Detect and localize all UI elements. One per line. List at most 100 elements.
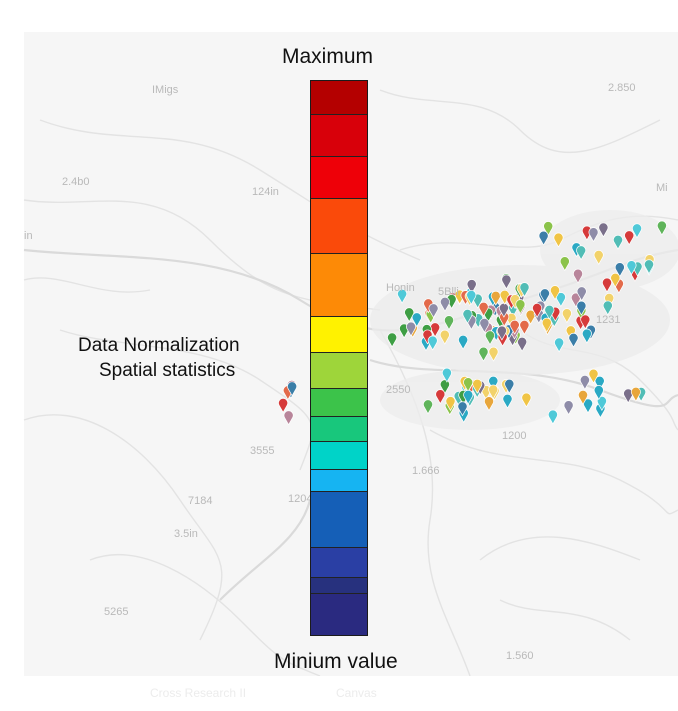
- map-marker[interactable]: [594, 375, 605, 391]
- map-marker[interactable]: [519, 320, 530, 336]
- map-marker[interactable]: [583, 398, 593, 414]
- map-marker[interactable]: [576, 245, 587, 261]
- legend-min-label: Minium value: [274, 650, 398, 673]
- map-label: 1.666: [412, 465, 440, 477]
- map-marker[interactable]: [644, 259, 654, 275]
- map-marker[interactable]: [466, 290, 477, 306]
- road-network: [23, 89, 678, 677]
- map-marker[interactable]: [387, 332, 398, 348]
- color-scale-segment: [311, 81, 367, 116]
- map-marker[interactable]: [478, 346, 489, 362]
- map-marker[interactable]: [463, 377, 474, 393]
- map-marker[interactable]: [632, 223, 642, 239]
- map-marker[interactable]: [570, 292, 581, 308]
- map-marker[interactable]: [581, 328, 592, 344]
- map-marker[interactable]: [573, 268, 583, 284]
- map-marker[interactable]: [466, 279, 477, 295]
- map-marker[interactable]: [521, 392, 532, 408]
- map-marker[interactable]: [457, 401, 468, 417]
- map-marker[interactable]: [496, 325, 507, 341]
- map-marker[interactable]: [462, 309, 473, 325]
- map-marker[interactable]: [602, 300, 613, 316]
- map-marker[interactable]: [411, 312, 422, 328]
- map-marker[interactable]: [445, 396, 456, 412]
- map-marker[interactable]: [532, 303, 543, 319]
- map-label: 3.5in: [174, 528, 198, 540]
- map-marker[interactable]: [593, 385, 604, 401]
- map-marker[interactable]: [630, 387, 641, 402]
- map-marker[interactable]: [519, 282, 530, 298]
- map-marker[interactable]: [613, 234, 623, 250]
- map-marker[interactable]: [504, 379, 515, 394]
- map-marker[interactable]: [555, 292, 566, 308]
- map-marker[interactable]: [488, 375, 499, 391]
- map-marker[interactable]: [488, 384, 499, 400]
- footer-ghost-text: Cross Research II: [150, 686, 247, 700]
- map-marker[interactable]: [602, 277, 612, 293]
- map-marker[interactable]: [278, 398, 289, 414]
- map-marker[interactable]: [568, 332, 579, 348]
- map-marker[interactable]: [578, 390, 588, 406]
- map-marker[interactable]: [406, 321, 416, 337]
- map-marker[interactable]: [559, 256, 570, 272]
- map-marker[interactable]: [610, 272, 621, 288]
- map-marker[interactable]: [501, 274, 512, 290]
- map-marker[interactable]: [565, 325, 576, 341]
- map-marker[interactable]: [626, 260, 637, 276]
- map-label: 124in: [252, 186, 279, 198]
- legend-subtitle: Spatial statistics: [99, 360, 236, 381]
- map-marker[interactable]: [463, 389, 474, 405]
- map-marker[interactable]: [488, 346, 499, 362]
- map-marker[interactable]: [439, 379, 450, 395]
- map-marker[interactable]: [576, 300, 587, 316]
- map-marker[interactable]: [588, 227, 599, 243]
- map-marker[interactable]: [283, 410, 294, 426]
- map-marker[interactable]: [479, 318, 490, 334]
- map-marker[interactable]: [593, 250, 604, 266]
- map-marker[interactable]: [517, 337, 528, 352]
- map-marker[interactable]: [397, 288, 408, 304]
- map-marker[interactable]: [656, 220, 667, 236]
- map-marker[interactable]: [596, 396, 607, 412]
- map-marker[interactable]: [441, 367, 452, 383]
- map-marker[interactable]: [478, 301, 489, 317]
- map-marker[interactable]: [427, 335, 438, 351]
- map-marker[interactable]: [579, 375, 590, 391]
- map-marker[interactable]: [515, 299, 526, 315]
- map-marker[interactable]: [472, 379, 483, 394]
- map-marker[interactable]: [544, 305, 555, 320]
- map-marker[interactable]: [561, 308, 572, 324]
- color-scale-segment: [311, 594, 367, 636]
- map-marker[interactable]: [604, 293, 615, 309]
- map-marker[interactable]: [509, 319, 520, 335]
- map-marker[interactable]: [538, 230, 549, 246]
- map-marker[interactable]: [553, 232, 564, 248]
- map-marker[interactable]: [614, 262, 625, 278]
- legend-max-label: Maximum: [282, 45, 374, 68]
- map-marker[interactable]: [547, 409, 558, 425]
- map-marker[interactable]: [624, 230, 635, 246]
- map-marker[interactable]: [576, 286, 587, 302]
- map-marker[interactable]: [458, 335, 469, 350]
- map-marker[interactable]: [287, 381, 298, 397]
- map-marker[interactable]: [485, 330, 495, 346]
- map-marker[interactable]: [580, 314, 591, 330]
- map-marker[interactable]: [541, 317, 552, 333]
- map-marker[interactable]: [588, 368, 599, 384]
- map-marker[interactable]: [502, 393, 513, 409]
- map-marker[interactable]: [563, 400, 574, 416]
- map-marker[interactable]: [543, 221, 554, 237]
- map-marker[interactable]: [440, 297, 450, 312]
- map-marker[interactable]: [554, 337, 565, 353]
- map-marker[interactable]: [490, 290, 501, 306]
- map-marker[interactable]: [435, 389, 446, 405]
- map-marker[interactable]: [539, 288, 550, 304]
- map-marker[interactable]: [444, 315, 454, 331]
- map-marker[interactable]: [423, 399, 433, 415]
- map-marker[interactable]: [439, 329, 450, 345]
- map-marker[interactable]: [484, 396, 494, 412]
- map-marker[interactable]: [598, 222, 609, 238]
- map-marker[interactable]: [428, 303, 439, 319]
- map-marker[interactable]: [550, 285, 560, 301]
